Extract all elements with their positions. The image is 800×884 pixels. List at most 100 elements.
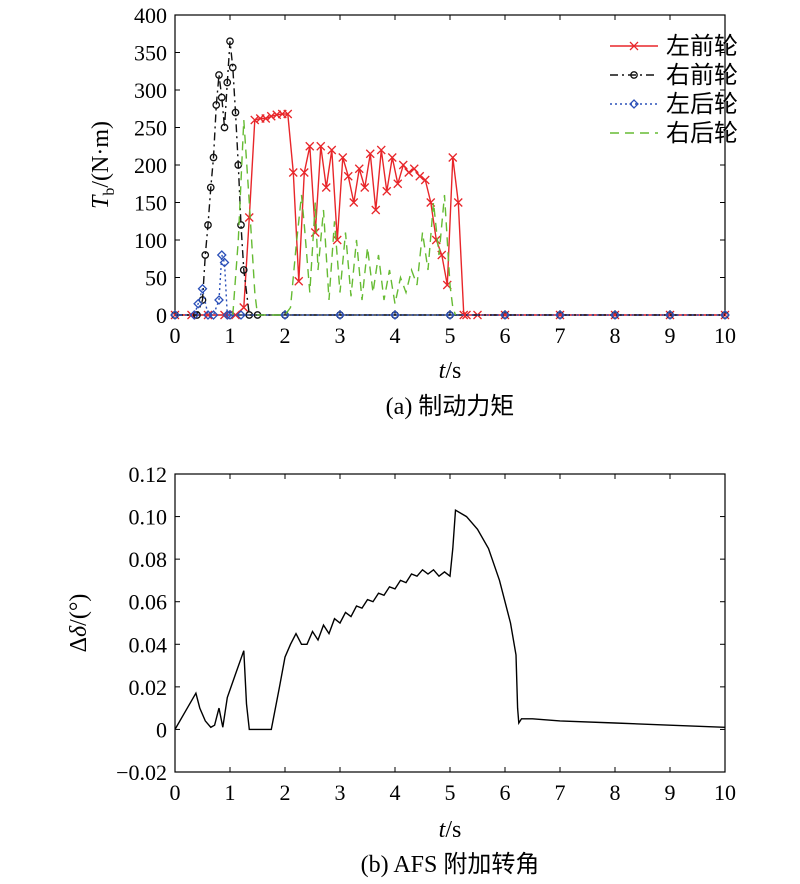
a-series-0-point — [327, 145, 337, 155]
a-series-2-point — [335, 310, 345, 320]
a-series-2-line — [175, 254, 725, 316]
a-series-0-point — [321, 183, 331, 192]
chart-a: 0 1 2 3 4 5 6 7 8 9 10 0 50 100 150 200 250 300 350 400 t/… — [88, 3, 738, 420]
b-y-tick-label: 0.08 — [129, 547, 168, 572]
a-series-1-point — [237, 221, 245, 229]
a-series-3 — [232, 119, 457, 316]
a-series-3-line — [232, 119, 457, 316]
a-series-2-point — [445, 310, 455, 320]
a-legend-label: 右后轮 — [666, 120, 738, 147]
chart-b-caption: (b) AFS 附加转角 — [361, 851, 540, 878]
a-series-1-point — [231, 108, 240, 117]
chart-a-plot-frame — [174, 14, 726, 316]
a-series-0-point — [332, 235, 342, 245]
a-series-2-point — [222, 310, 233, 320]
a-series-2-point — [236, 310, 246, 320]
a-series-2-point — [170, 310, 180, 320]
a-series-0-point — [354, 164, 364, 174]
b-y-tick-label: 0 — [156, 717, 167, 742]
a-series-1-point — [209, 153, 218, 162]
chart-a-y-axis-label: Tb/(N·m) — [88, 121, 118, 209]
a-legend-label: 左后轮 — [666, 91, 738, 118]
a-series-1-point — [217, 93, 226, 102]
a-y-tick-label: 100 — [134, 228, 167, 253]
b-x-tick-label: 10 — [714, 780, 736, 805]
b-x-tick-label: 9 — [665, 780, 676, 805]
a-series-2-point — [390, 310, 400, 320]
a-series-1-line — [175, 41, 725, 316]
b-x-tick-label: 4 — [390, 780, 401, 805]
a-series-0-point — [338, 153, 348, 162]
chart-b-y-axis-label: Δδ/(°) — [66, 594, 92, 653]
chart-b-plot-frame — [174, 473, 726, 773]
a-x-tick-label: 7 — [555, 323, 566, 348]
a-series-1-point — [226, 37, 234, 46]
a-x-tick-label: 4 — [390, 323, 401, 348]
a-series-0-point — [261, 114, 271, 123]
b-y-tick-label: −0.02 — [116, 760, 167, 785]
b-y-tick-label: 0.12 — [129, 462, 168, 487]
a-series-0-point — [409, 164, 419, 174]
a-x-tick-label: 0 — [170, 323, 181, 348]
a-legend-marker — [630, 71, 638, 79]
a-series-2-point — [219, 257, 230, 268]
a-legend-marker — [629, 41, 639, 51]
a-series-0-point — [283, 109, 293, 119]
a-y-tick-label: 300 — [134, 78, 167, 103]
b-y-tick-label: 0.06 — [129, 590, 168, 615]
a-x-tick-label: 9 — [665, 323, 676, 348]
a-series-0-point — [387, 153, 397, 162]
a-series-0-point — [431, 235, 441, 245]
a-series-1-point — [212, 101, 221, 109]
chart-b-y-tick-labels: −0.02 0 0.02 0.04 0.06 0.08 0.10 0.12 — [116, 462, 167, 785]
a-series-2-point — [189, 310, 200, 320]
a-series-0-point — [288, 168, 298, 177]
a-series-0-point — [453, 198, 463, 207]
chart-a-ticks — [174, 14, 726, 316]
chart-a-x-axis-label: t/s — [439, 358, 462, 384]
b-series-0 — [174, 509, 726, 731]
chart-a-caption: (a) 制动力矩 — [386, 393, 515, 420]
b-x-tick-label: 5 — [445, 780, 456, 805]
a-series-0-point — [220, 310, 229, 320]
a-series-0-point — [266, 111, 276, 121]
a-series-2-point — [500, 310, 510, 320]
a-y-tick-label: 250 — [134, 116, 167, 141]
a-series-1-point — [206, 183, 215, 192]
a-series-2-point — [280, 310, 290, 320]
chart-b: 0 1 2 3 4 5 6 7 8 9 10 −0.0200.020.040.060.080.100… — [66, 462, 736, 878]
b-y-tick-label: 0.04 — [129, 632, 168, 657]
chart-a-series — [170, 37, 730, 320]
a-series-0-point — [305, 141, 315, 151]
a-x-tick-label: 2 — [280, 323, 291, 348]
a-y-tick-label: 50 — [145, 266, 167, 291]
a-legend-marker — [629, 99, 639, 109]
a-legend-label: 右前轮 — [666, 62, 738, 89]
a-series-0-point — [398, 160, 408, 170]
b-y-tick-label: 0.02 — [129, 675, 168, 700]
b-x-tick-label: 2 — [280, 780, 291, 805]
b-x-tick-label: 1 — [225, 780, 236, 805]
a-series-2-point — [720, 310, 730, 320]
a-series-0-point — [294, 276, 304, 286]
a-y-tick-label: 0 — [156, 303, 167, 328]
a-series-1-point — [239, 266, 248, 274]
a-series-0-point — [404, 168, 414, 177]
a-series-2-point — [214, 295, 224, 305]
a-series-0-point — [343, 171, 353, 181]
chart-b-ticks — [174, 473, 726, 773]
b-x-tick-label: 3 — [335, 780, 346, 805]
a-x-tick-label: 3 — [335, 323, 346, 348]
a-series-0-point — [382, 186, 392, 196]
a-series-0-point — [244, 213, 254, 222]
a-series-0-point — [203, 310, 213, 320]
a-series-2-point — [610, 310, 620, 320]
a-series-1-point — [193, 311, 201, 319]
a-series-2-point — [208, 310, 219, 320]
a-series-0-point — [250, 115, 260, 125]
a-series-2-point — [665, 310, 675, 320]
a-x-tick-label: 6 — [500, 323, 511, 348]
a-series-0-point — [349, 198, 359, 207]
